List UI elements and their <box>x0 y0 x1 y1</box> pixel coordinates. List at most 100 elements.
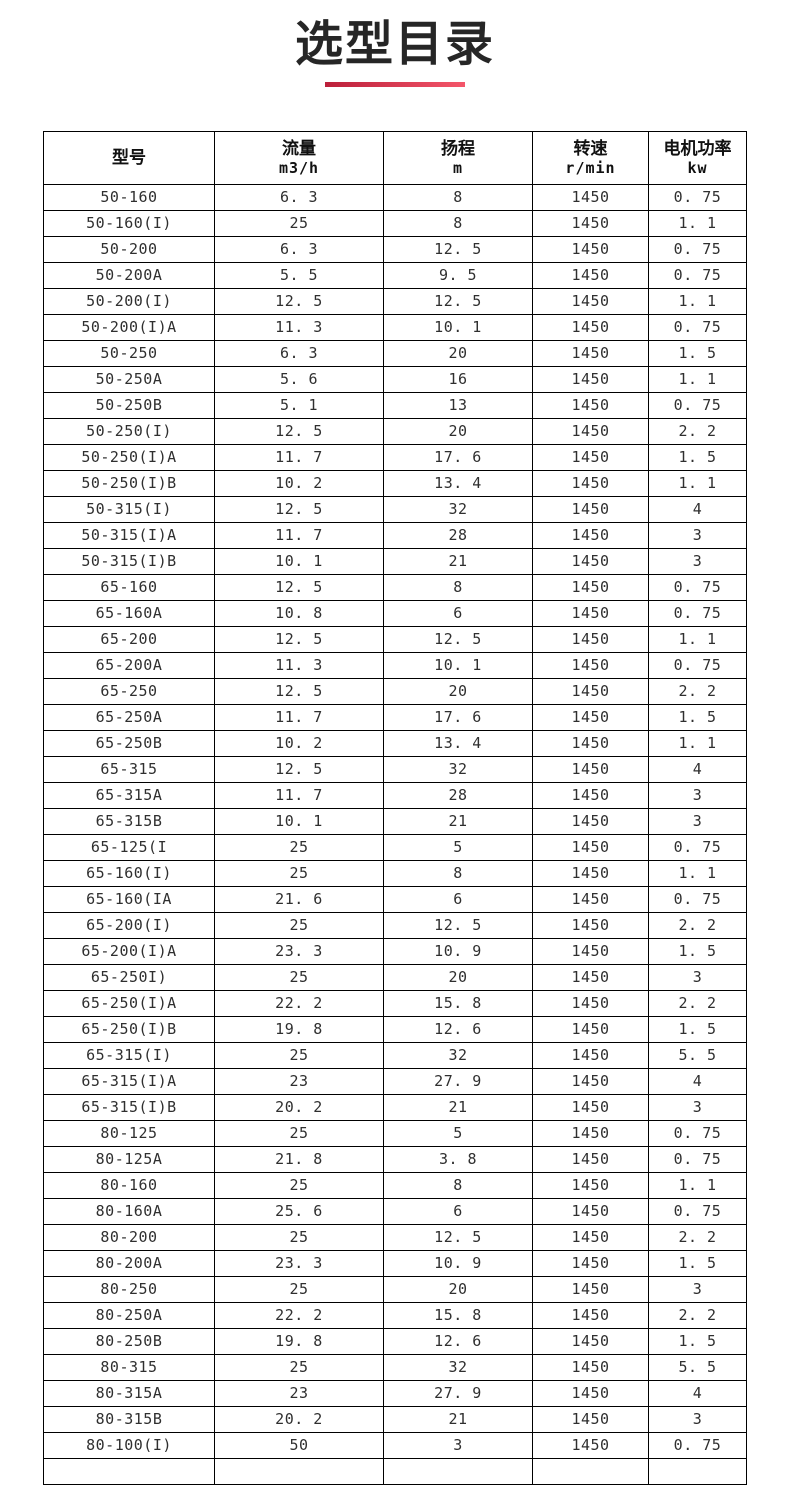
cell-flow: 20. 2 <box>214 1405 384 1433</box>
cell-power: 1. 1 <box>648 859 747 887</box>
cell-power: 0. 75 <box>648 573 747 601</box>
cell-model: 65-250B <box>43 729 215 757</box>
cell-head: 21 <box>383 807 533 835</box>
cell-power: 1. 1 <box>648 209 747 237</box>
cell-head: 13. 4 <box>383 469 533 497</box>
table-row: 80-160A 25. 6 6 1450 0. 75 <box>43 1197 747 1225</box>
cell-head: 20 <box>383 1275 533 1303</box>
cell-head: 28 <box>383 521 533 549</box>
cell-head: 6 <box>383 599 533 627</box>
table-row: 50-250B 5. 1 13 1450 0. 75 <box>43 391 747 419</box>
cell-head: 12. 5 <box>383 235 533 263</box>
cell-speed: 1450 <box>532 1327 649 1355</box>
column-header-model: 型号 <box>43 130 215 185</box>
cell-model: 50-250(I)A <box>43 443 215 471</box>
cell-power: 1. 5 <box>648 1327 747 1355</box>
cell-speed: 1450 <box>532 625 649 653</box>
cell-head: 21 <box>383 547 533 575</box>
cell-speed: 1450 <box>532 287 649 315</box>
cell-flow: 25 <box>214 963 384 991</box>
cell-speed: 1450 <box>532 729 649 757</box>
cell-speed: 1450 <box>532 1405 649 1433</box>
cell-head: 10. 9 <box>383 1249 533 1277</box>
cell-model: 50-250(I)B <box>43 469 215 497</box>
cell-flow: 5. 6 <box>214 365 384 393</box>
table-row: 65-250(I)A 22. 2 15. 8 1450 2. 2 <box>43 989 747 1017</box>
cell-head: 10. 9 <box>383 937 533 965</box>
table-row: 80-250B 19. 8 12. 6 1450 1. 5 <box>43 1327 747 1355</box>
cell-flow: 6. 3 <box>214 183 384 211</box>
cell-model: 65-200(I) <box>43 911 215 939</box>
cell-speed: 1450 <box>532 1301 649 1329</box>
column-unit: kw <box>687 158 708 177</box>
cell-speed <box>532 1457 649 1485</box>
cell-model: 80-100(I) <box>43 1431 215 1459</box>
cell-speed: 1450 <box>532 963 649 991</box>
table-row: 50-200(I)A 11. 3 10. 1 1450 0. 75 <box>43 313 747 341</box>
cell-speed: 1450 <box>532 495 649 523</box>
cell-model: 50-315(I)A <box>43 521 215 549</box>
cell-head: 32 <box>383 755 533 783</box>
cell-head: 6 <box>383 1197 533 1225</box>
cell-flow: 23 <box>214 1067 384 1095</box>
cell-flow: 11. 7 <box>214 443 384 471</box>
cell-power: 0. 75 <box>648 1197 747 1225</box>
cell-model: 50-200(I) <box>43 287 215 315</box>
cell-power: 1. 5 <box>648 703 747 731</box>
table-row: 50-200A 5. 5 9. 5 1450 0. 75 <box>43 261 747 289</box>
table-row: 65-160A 10. 8 6 1450 0. 75 <box>43 599 747 627</box>
cell-flow: 12. 5 <box>214 287 384 315</box>
table-row: 65-250(I)B 19. 8 12. 6 1450 1. 5 <box>43 1015 747 1043</box>
cell-flow: 12. 5 <box>214 625 384 653</box>
cell-flow: 50 <box>214 1431 384 1459</box>
cell-head: 5 <box>383 1119 533 1147</box>
table-row: 80-315A 23 27. 9 1450 4 <box>43 1379 747 1407</box>
cell-head: 8 <box>383 859 533 887</box>
cell-power: 1. 1 <box>648 365 747 393</box>
cell-flow: 25 <box>214 911 384 939</box>
cell-speed: 1450 <box>532 443 649 471</box>
cell-model: 65-200 <box>43 625 215 653</box>
cell-model: 80-160 <box>43 1171 215 1199</box>
cell-power: 0. 75 <box>648 1119 747 1147</box>
cell-head: 13. 4 <box>383 729 533 757</box>
cell-head: 8 <box>383 209 533 237</box>
cell-flow: 19. 8 <box>214 1015 384 1043</box>
cell-power: 1. 1 <box>648 729 747 757</box>
cell-power: 1. 1 <box>648 287 747 315</box>
cell-model: 65-250I) <box>43 963 215 991</box>
cell-power: 1. 5 <box>648 443 747 471</box>
cell-power: 4 <box>648 1067 747 1095</box>
cell-power: 0. 75 <box>648 313 747 341</box>
catalog-page: 选型目录 型号 流量 m3/h 扬程 m 转速 r/min 电机功率 kw 50-160 6. 3… <box>0 16 790 1485</box>
cell-power: 4 <box>648 1379 747 1407</box>
table-row: 65-315(I)A 23 27. 9 1450 4 <box>43 1067 747 1095</box>
table-row: 65-315A 11. 7 28 1450 3 <box>43 781 747 809</box>
table-row: 50-160 6. 3 8 1450 0. 75 <box>43 183 747 211</box>
cell-speed: 1450 <box>532 1379 649 1407</box>
cell-head: 20 <box>383 417 533 445</box>
table-body: 50-160 6. 3 8 1450 0. 75 50-160(I) 25 8 1450 1. 1… <box>43 183 747 1485</box>
cell-flow: 5. 1 <box>214 391 384 419</box>
cell-flow: 25 <box>214 1223 384 1251</box>
cell-power: 0. 75 <box>648 235 747 263</box>
cell-model: 50-250B <box>43 391 215 419</box>
cell-power: 3 <box>648 1275 747 1303</box>
table-row: 50-315(I)B 10. 1 21 1450 3 <box>43 547 747 575</box>
cell-flow: 25 <box>214 1119 384 1147</box>
cell-model: 65-200(I)A <box>43 937 215 965</box>
cell-head: 8 <box>383 183 533 211</box>
table-row: 50-250(I)B 10. 2 13. 4 1450 1. 1 <box>43 469 747 497</box>
column-unit: m <box>452 158 464 177</box>
cell-speed: 1450 <box>532 989 649 1017</box>
table-row: 65-250A 11. 7 17. 6 1450 1. 5 <box>43 703 747 731</box>
cell-head: 17. 6 <box>383 703 533 731</box>
cell-power: 0. 75 <box>648 651 747 679</box>
cell-speed: 1450 <box>532 573 649 601</box>
cell-head: 20 <box>383 963 533 991</box>
cell-speed: 1450 <box>532 703 649 731</box>
column-header-head: 扬程 m <box>383 130 533 185</box>
table-row: 50-250(I)A 11. 7 17. 6 1450 1. 5 <box>43 443 747 471</box>
cell-speed: 1450 <box>532 1015 649 1043</box>
cell-power <box>648 1457 747 1485</box>
